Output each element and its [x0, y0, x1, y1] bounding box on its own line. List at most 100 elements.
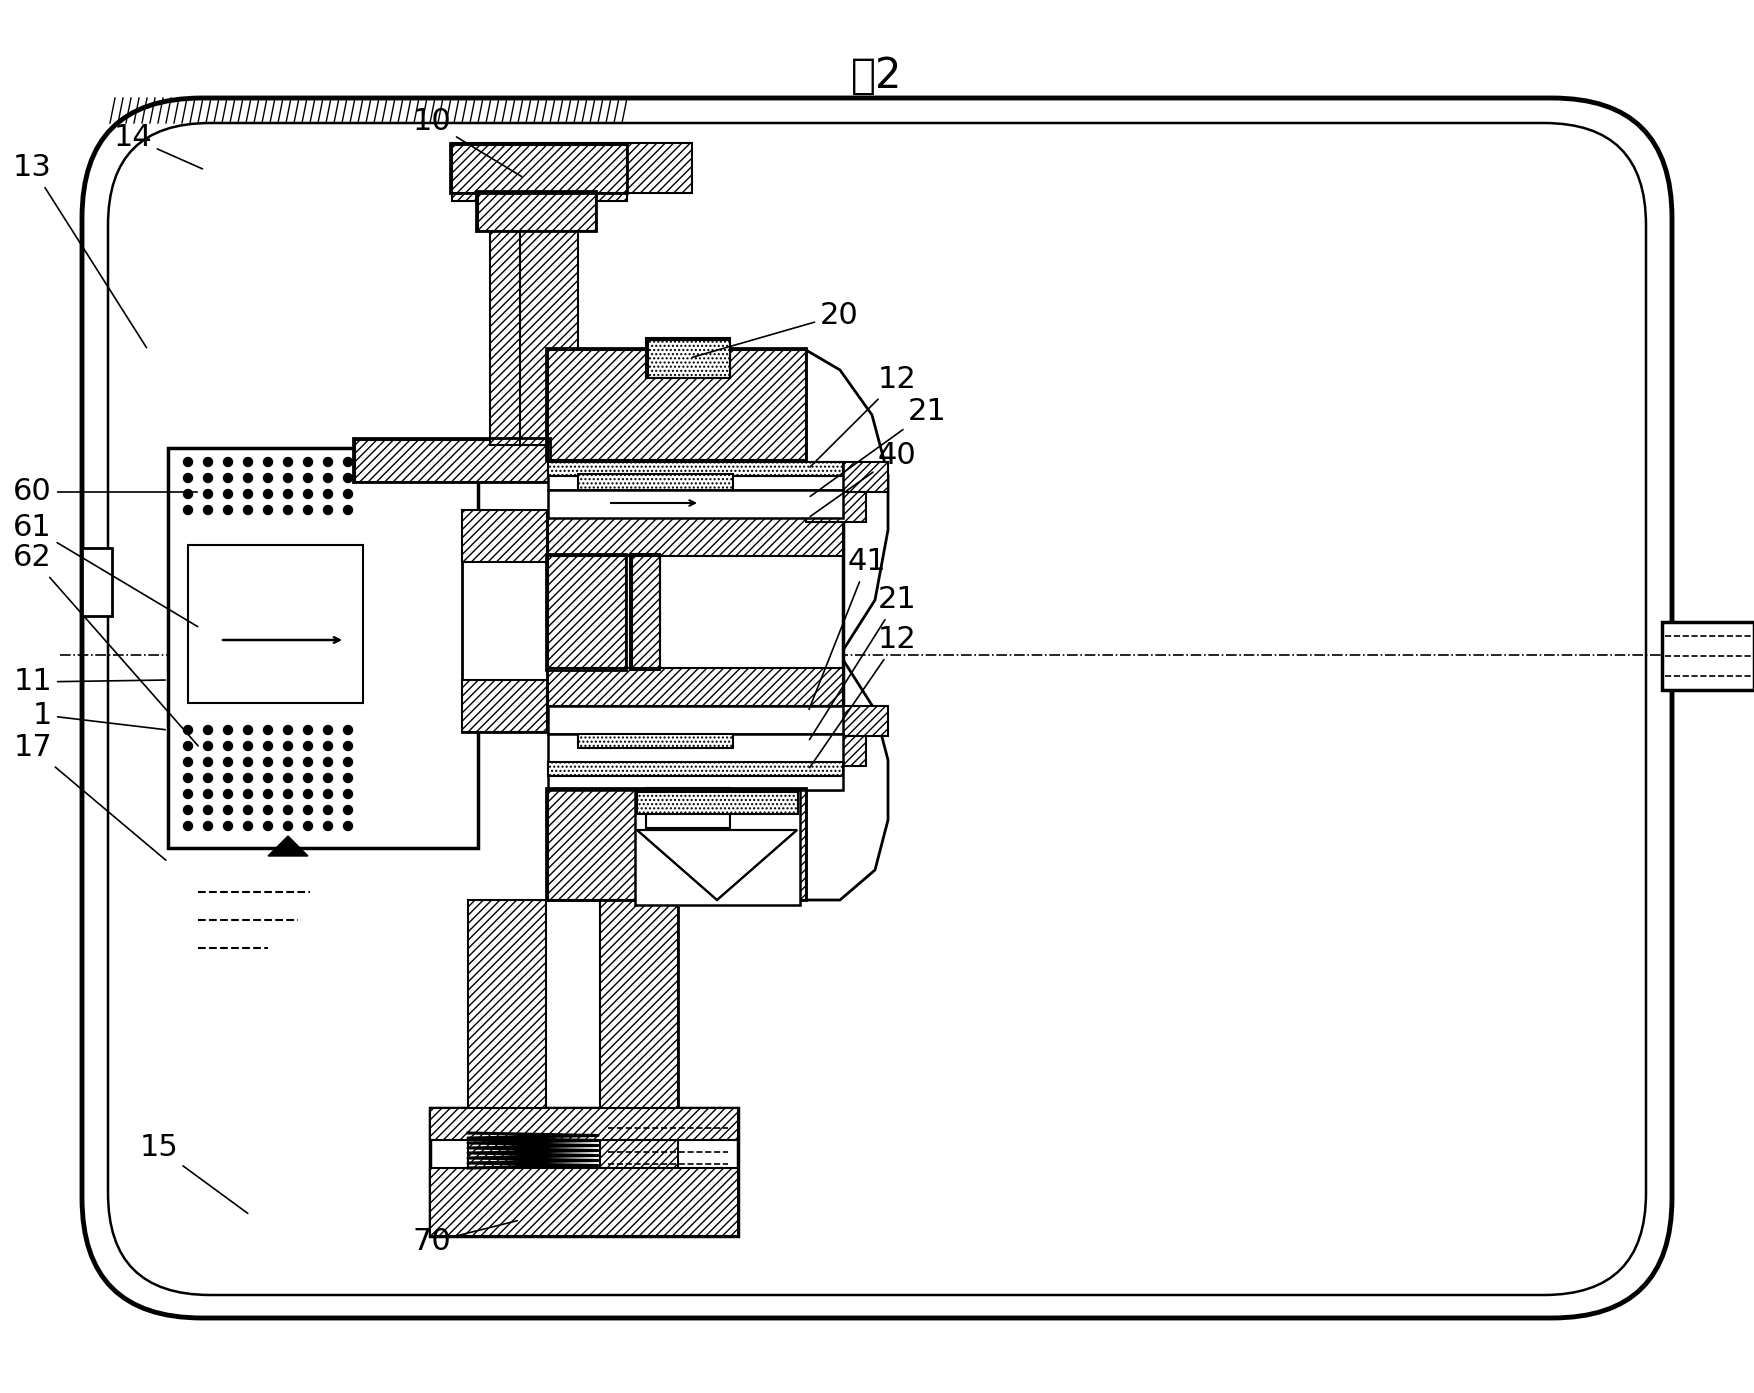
- Circle shape: [344, 726, 353, 734]
- Circle shape: [223, 506, 233, 514]
- Bar: [645, 338, 730, 378]
- Circle shape: [323, 790, 333, 798]
- Polygon shape: [807, 350, 888, 655]
- Circle shape: [344, 773, 353, 783]
- Bar: [453, 145, 626, 194]
- Bar: [453, 173, 626, 201]
- Text: 1: 1: [33, 701, 165, 730]
- Text: 10: 10: [412, 107, 521, 177]
- Bar: [461, 510, 547, 731]
- Bar: [1663, 623, 1754, 690]
- Text: 15: 15: [139, 1134, 247, 1213]
- Bar: [547, 669, 844, 706]
- Circle shape: [223, 474, 233, 482]
- Circle shape: [284, 758, 293, 766]
- Bar: [600, 900, 679, 1190]
- Circle shape: [244, 822, 253, 830]
- Circle shape: [203, 489, 212, 499]
- Circle shape: [263, 474, 272, 482]
- Circle shape: [323, 805, 333, 815]
- Circle shape: [323, 822, 333, 830]
- Circle shape: [244, 773, 253, 783]
- Circle shape: [244, 474, 253, 482]
- Bar: [430, 1167, 738, 1236]
- Bar: [461, 510, 547, 561]
- Text: 图2: 图2: [851, 54, 903, 98]
- Bar: [630, 554, 660, 670]
- Circle shape: [184, 726, 193, 734]
- Text: 20: 20: [693, 301, 859, 357]
- Circle shape: [344, 457, 353, 467]
- Circle shape: [244, 489, 253, 499]
- Circle shape: [244, 790, 253, 798]
- Bar: [547, 734, 844, 762]
- Text: 41: 41: [809, 547, 888, 709]
- Bar: [647, 790, 730, 827]
- Bar: [468, 900, 679, 1190]
- Circle shape: [323, 457, 333, 467]
- Circle shape: [203, 457, 212, 467]
- Bar: [807, 736, 866, 766]
- Bar: [489, 176, 575, 444]
- Circle shape: [184, 506, 193, 514]
- Circle shape: [303, 489, 312, 499]
- Circle shape: [263, 489, 272, 499]
- Circle shape: [263, 726, 272, 734]
- Circle shape: [223, 822, 233, 830]
- Circle shape: [244, 457, 253, 467]
- Circle shape: [323, 758, 333, 766]
- Text: 21: 21: [810, 585, 917, 740]
- Circle shape: [323, 506, 333, 514]
- Circle shape: [263, 773, 272, 783]
- Text: 21: 21: [810, 397, 947, 496]
- Circle shape: [244, 805, 253, 815]
- Bar: [451, 143, 626, 194]
- Circle shape: [344, 741, 353, 751]
- Bar: [635, 790, 800, 905]
- Text: 12: 12: [810, 365, 917, 467]
- Polygon shape: [637, 830, 796, 900]
- Bar: [547, 462, 844, 476]
- Bar: [430, 1107, 738, 1139]
- Circle shape: [284, 474, 293, 482]
- Bar: [547, 762, 844, 790]
- Bar: [353, 437, 551, 482]
- Text: 40: 40: [810, 440, 917, 517]
- Circle shape: [184, 474, 193, 482]
- Circle shape: [184, 773, 193, 783]
- Circle shape: [223, 773, 233, 783]
- Circle shape: [303, 790, 312, 798]
- Circle shape: [323, 726, 333, 734]
- Circle shape: [223, 489, 233, 499]
- Bar: [807, 492, 866, 522]
- Circle shape: [284, 805, 293, 815]
- Circle shape: [284, 822, 293, 830]
- Circle shape: [344, 758, 353, 766]
- Bar: [430, 1107, 738, 1236]
- Circle shape: [184, 758, 193, 766]
- Circle shape: [244, 758, 253, 766]
- Circle shape: [303, 773, 312, 783]
- Bar: [354, 440, 551, 482]
- Text: 14: 14: [114, 124, 202, 169]
- Text: 17: 17: [14, 734, 167, 861]
- Bar: [82, 547, 112, 616]
- Circle shape: [303, 726, 312, 734]
- Circle shape: [203, 758, 212, 766]
- Bar: [547, 706, 844, 734]
- Circle shape: [284, 790, 293, 798]
- Circle shape: [184, 741, 193, 751]
- Circle shape: [323, 474, 333, 482]
- Circle shape: [203, 474, 212, 482]
- Bar: [519, 176, 579, 444]
- Bar: [547, 518, 844, 706]
- Circle shape: [323, 773, 333, 783]
- Text: 60: 60: [14, 478, 196, 507]
- Circle shape: [203, 726, 212, 734]
- Circle shape: [284, 489, 293, 499]
- Bar: [579, 474, 733, 490]
- Circle shape: [263, 741, 272, 751]
- Circle shape: [303, 805, 312, 815]
- Bar: [547, 490, 844, 518]
- Circle shape: [184, 822, 193, 830]
